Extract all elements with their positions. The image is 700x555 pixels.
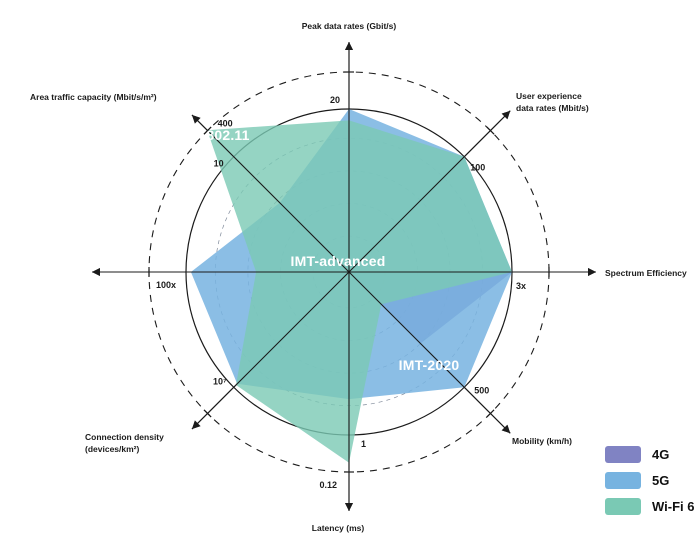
axis-arrowhead-areatraf — [192, 115, 201, 124]
tick-density: 10⁷ — [213, 376, 227, 386]
legend-swatch-wifi6 — [605, 498, 641, 515]
tick-areatraf-solid: 10 — [214, 159, 224, 169]
axis-latency — [344, 272, 354, 511]
axis-line-mobility — [348, 271, 511, 434]
legend-swatch-5g — [605, 472, 641, 489]
axis-mobility — [348, 271, 511, 434]
tick-latency-outer: 0.12 — [319, 480, 337, 490]
axis-arrowhead-peak — [345, 42, 353, 50]
legend-item-5g[interactable]: 5G — [605, 472, 695, 489]
axis-text-areatraf: Area traffic capacity (Mbit/s/m²) — [30, 92, 157, 102]
legend-item-4g[interactable]: 4G — [605, 446, 695, 463]
axis-text-uedr: User experience data rates (Mbit/s) — [516, 91, 589, 113]
axis-line-areatraf — [191, 114, 350, 273]
axes-overlay — [92, 42, 596, 511]
legend-item-wifi6[interactable]: Wi-Fi 6 — [605, 498, 695, 515]
tick-peak: 20 — [330, 95, 340, 105]
axis-peak — [344, 42, 354, 272]
tick-spectrum: 3x — [516, 281, 526, 291]
axis-text-spectrum: Spectrum Efficiency — [605, 268, 687, 278]
tick-labels-layer: 20 100 3x 500 1 0.12 10⁷ 100x 10 400 — [156, 95, 526, 490]
tick-latency-solid: 1 — [361, 439, 366, 449]
series-polygons — [190, 109, 512, 463]
axis-text-layer: Peak data rates (Gbit/s) User experience d… — [30, 21, 687, 533]
axis-tickmark-uedr — [486, 126, 495, 135]
axis-arrowhead-density — [192, 420, 201, 429]
axis-tickmark-mobility — [486, 409, 495, 418]
tick-uedr: 100 — [470, 163, 485, 173]
region-labels-layer: IMT-advanced IMT-2020 802.11 — [206, 127, 459, 373]
region-label-802-11: 802.11 — [206, 127, 249, 143]
legend-swatch-4g — [605, 446, 641, 463]
axis-arrowhead-uedr — [501, 110, 511, 120]
tick-areatraf-outer: 400 — [218, 119, 233, 129]
axis-text-density: Connection density (devices/km²) — [85, 432, 164, 454]
axis-arrowhead-neteff — [92, 268, 100, 276]
legend: 4G 5G Wi-Fi 6 — [605, 446, 695, 515]
axis-uedr — [348, 110, 511, 273]
tick-netdiff-outer: 100x — [156, 280, 176, 290]
axis-areatraf — [191, 114, 350, 273]
axis-line-density — [191, 271, 350, 430]
axis-arrowhead-mobility — [501, 424, 511, 434]
axis-arrowhead-latency — [345, 503, 353, 511]
axis-text-mobility: Mobility (km/h) — [512, 436, 572, 446]
axis-arrowhead-spectrum — [588, 268, 596, 276]
axis-line-uedr — [348, 110, 511, 273]
axis-text-peak: Peak data rates (Gbit/s) — [302, 21, 397, 31]
legend-label-5g: 5G — [652, 473, 670, 488]
axis-spectrum — [349, 267, 596, 277]
region-label-imt-advanced: IMT-advanced — [291, 253, 386, 269]
axis-text-latency: Latency (ms) — [312, 523, 365, 533]
axis-tickmark-areatraf — [203, 126, 212, 135]
axis-tickmark-density — [203, 409, 212, 418]
legend-label-4g: 4G — [652, 447, 670, 462]
tick-mobility: 500 — [474, 385, 489, 395]
region-label-imt-2020: IMT-2020 — [399, 357, 460, 373]
legend-label-wifi6: Wi-Fi 6 — [652, 499, 695, 514]
axis-density — [191, 271, 350, 430]
axis-neteff — [92, 267, 349, 277]
